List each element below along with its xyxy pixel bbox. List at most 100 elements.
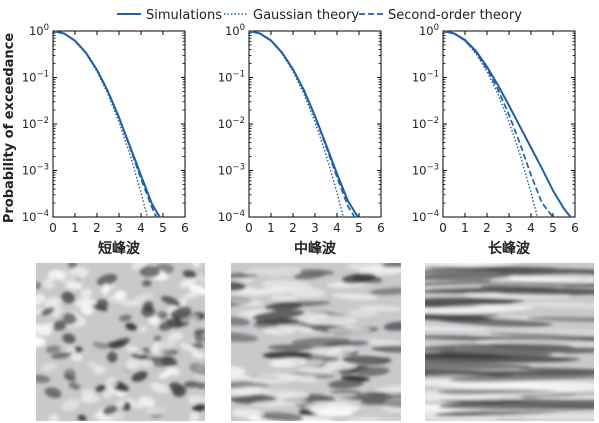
y-tick-label: 100 bbox=[29, 23, 49, 38]
wave-crest bbox=[275, 391, 310, 400]
wave-crest bbox=[250, 399, 308, 408]
x-tick-label: 3 bbox=[311, 221, 319, 235]
series-line-gaussian-theory bbox=[248, 30, 345, 218]
axis-ticks: 0 1 2 3 4 5 6 100 10−1 10−2 10−3 10−4 bbox=[22, 23, 189, 235]
wave-crest bbox=[77, 298, 97, 305]
x-tick-label: 4 bbox=[333, 221, 341, 235]
y-tick-label: 100 bbox=[419, 23, 439, 38]
wave-crest bbox=[156, 311, 169, 320]
wave-crest bbox=[526, 316, 594, 323]
wave-crest bbox=[92, 341, 109, 350]
axis-ticks: 0 1 2 3 4 5 6 100 10−1 10−2 10−3 10−4 bbox=[412, 23, 579, 235]
wave-crest bbox=[106, 351, 118, 363]
wave-crest bbox=[369, 287, 401, 295]
wave-crest bbox=[257, 412, 304, 421]
y-tick-label: 10−3 bbox=[412, 163, 439, 178]
wave-crest bbox=[36, 307, 45, 316]
series-line-second-order-theory bbox=[442, 30, 554, 218]
wave-crest bbox=[323, 360, 358, 371]
wave-crest bbox=[331, 293, 378, 300]
wave-crest bbox=[425, 362, 532, 370]
chart-panel-medium-crested: 0 1 2 3 4 5 6 100 10−1 10−2 10−3 10−4 中峰波 bbox=[218, 23, 385, 257]
wave-crest bbox=[172, 385, 187, 398]
wave-crest bbox=[488, 332, 594, 342]
wave-crest bbox=[189, 411, 200, 421]
x-tick-label: 0 bbox=[49, 221, 57, 235]
wave-crest bbox=[65, 281, 83, 290]
wave-crest bbox=[106, 377, 118, 389]
wave-crest bbox=[179, 343, 198, 353]
wave-crest bbox=[276, 374, 317, 381]
x-tick-label: 1 bbox=[461, 221, 469, 235]
wave-crest bbox=[148, 314, 160, 326]
wave-crest bbox=[381, 263, 401, 268]
y-tick-label: 10−4 bbox=[412, 209, 439, 224]
wave-crest bbox=[425, 394, 524, 400]
wave-crest bbox=[36, 335, 45, 347]
wave-crest bbox=[70, 352, 83, 362]
wave-crest bbox=[160, 356, 178, 367]
wave-crest bbox=[139, 325, 148, 333]
wave-crest bbox=[41, 362, 57, 372]
wave-crest bbox=[359, 264, 401, 276]
wave-field-long-crested bbox=[425, 263, 594, 421]
x-tick-label: 6 bbox=[571, 221, 579, 235]
wave-crest bbox=[425, 297, 525, 305]
wave-crest bbox=[188, 284, 205, 296]
wave-crest bbox=[80, 304, 94, 316]
wave-crest bbox=[439, 346, 594, 355]
y-tick-label: 10−2 bbox=[22, 116, 49, 131]
wave-crest bbox=[44, 387, 62, 399]
wave-crest bbox=[361, 391, 394, 400]
wave-crest bbox=[340, 375, 371, 382]
wave-crest bbox=[36, 323, 52, 336]
wave-crest bbox=[193, 274, 205, 286]
x-tick-label: 3 bbox=[505, 221, 513, 235]
wave-crest bbox=[57, 270, 68, 281]
wave-field-short-crested bbox=[36, 263, 205, 421]
y-tick-label: 10−2 bbox=[218, 116, 245, 131]
wave-crest bbox=[43, 297, 61, 310]
wave-crest bbox=[45, 345, 61, 354]
wave-crest bbox=[140, 358, 153, 368]
wave-crest bbox=[141, 306, 156, 318]
wave-crest bbox=[341, 354, 392, 365]
wave-crest bbox=[498, 269, 594, 278]
wave-crest bbox=[371, 345, 401, 353]
x-tick-label: 6 bbox=[377, 221, 385, 235]
wave-crest bbox=[161, 295, 181, 307]
wave-crest bbox=[187, 394, 205, 407]
wave-crest bbox=[81, 388, 94, 400]
wave-crest bbox=[327, 326, 372, 335]
wave-crest bbox=[192, 403, 205, 412]
wave-crests bbox=[425, 263, 594, 421]
wave-crest bbox=[313, 407, 353, 417]
wave-crest bbox=[159, 339, 176, 351]
wave-crest bbox=[87, 362, 108, 373]
wave-crest bbox=[77, 414, 87, 421]
wave-crest bbox=[53, 320, 67, 331]
panel-label-medium-crested: 中峰波 bbox=[294, 240, 337, 257]
wave-crest bbox=[41, 307, 55, 316]
wave-crest bbox=[323, 340, 370, 347]
wave-crest bbox=[231, 317, 251, 326]
wave-crest bbox=[231, 366, 246, 377]
wave-crest bbox=[126, 346, 146, 356]
wave-crest bbox=[268, 344, 314, 351]
wave-crest bbox=[349, 308, 378, 318]
wave-crest bbox=[512, 301, 594, 309]
wave-crest bbox=[173, 305, 192, 319]
wave-crest bbox=[68, 382, 81, 390]
wave-crest bbox=[425, 272, 513, 281]
wave-crest bbox=[64, 374, 76, 381]
x-tick-label: 1 bbox=[267, 221, 275, 235]
x-tick-label: 0 bbox=[245, 221, 253, 235]
wave-crest bbox=[231, 281, 246, 292]
wave-crest bbox=[231, 331, 259, 342]
wave-crest bbox=[475, 339, 594, 349]
wave-crest bbox=[151, 342, 161, 353]
wave-crest bbox=[425, 305, 515, 315]
wave-crest bbox=[255, 285, 300, 295]
wave-field-medium-crested bbox=[231, 263, 401, 421]
wave-crest bbox=[425, 263, 519, 270]
